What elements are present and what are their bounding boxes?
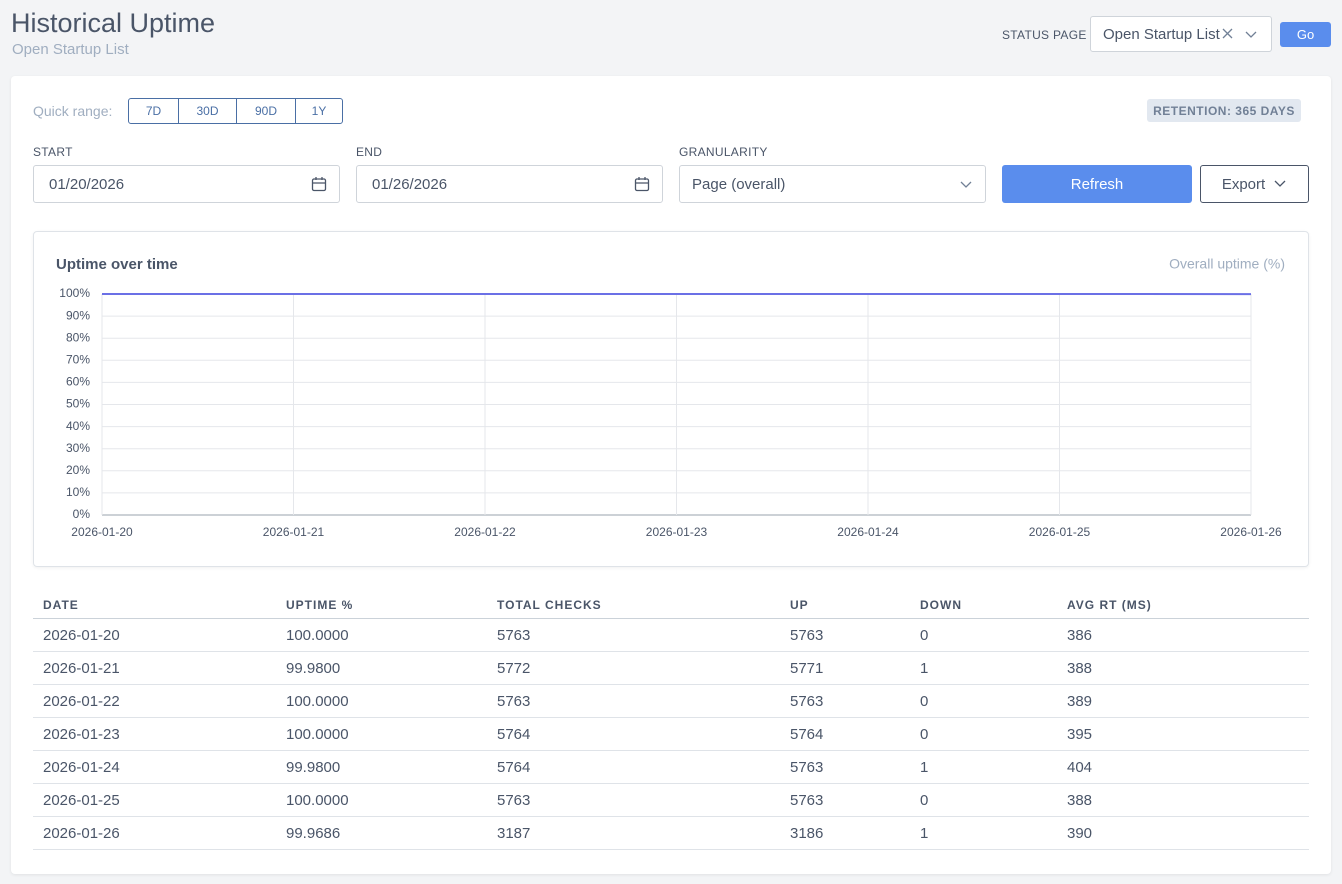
table-cell: 1 xyxy=(920,759,928,776)
table-cell: 99.9800 xyxy=(286,660,340,677)
table-cell: 0 xyxy=(920,726,928,743)
row-rule xyxy=(33,783,1309,784)
column-header: DATE xyxy=(43,598,79,612)
table-cell: 395 xyxy=(1067,726,1092,743)
header-rule xyxy=(33,618,1309,619)
table-cell: 2026-01-26 xyxy=(43,825,120,842)
table-cell: 2026-01-20 xyxy=(43,627,120,644)
chart-title: Uptime over time xyxy=(56,256,178,273)
y-tick-label: 90% xyxy=(66,308,90,322)
table-cell: 5772 xyxy=(497,660,530,677)
table-cell: 2026-01-21 xyxy=(43,660,120,677)
y-tick-label: 100% xyxy=(59,286,90,300)
row-rule xyxy=(33,849,1309,850)
table-cell: 2026-01-24 xyxy=(43,759,120,776)
table-cell: 2026-01-22 xyxy=(43,693,120,710)
table-cell: 2026-01-25 xyxy=(43,792,120,809)
table-cell: 5763 xyxy=(790,693,823,710)
table-cell: 100.0000 xyxy=(286,726,349,743)
column-header: UPTIME % xyxy=(286,598,353,612)
x-tick-label: 2026-01-25 xyxy=(1029,525,1091,539)
x-tick-label: 2026-01-20 xyxy=(71,525,133,539)
y-tick-label: 60% xyxy=(66,375,90,389)
table-cell: 5763 xyxy=(497,693,530,710)
y-tick-label: 70% xyxy=(66,352,90,366)
table-cell: 5763 xyxy=(790,627,823,644)
y-tick-label: 0% xyxy=(73,507,91,521)
table-cell: 5763 xyxy=(497,627,530,644)
table-cell: 100.0000 xyxy=(286,627,349,644)
y-tick-label: 20% xyxy=(66,463,90,477)
y-tick-label: 40% xyxy=(66,419,90,433)
row-rule xyxy=(33,651,1309,652)
table-cell: 5764 xyxy=(790,726,823,743)
table-cell: 5763 xyxy=(790,759,823,776)
table-cell: 5771 xyxy=(790,660,823,677)
x-tick-label: 2026-01-26 xyxy=(1220,525,1282,539)
row-rule xyxy=(33,816,1309,817)
table-cell: 0 xyxy=(920,792,928,809)
x-tick-label: 2026-01-21 xyxy=(263,525,325,539)
table-cell: 99.9800 xyxy=(286,759,340,776)
column-header: UP xyxy=(790,598,809,612)
table-cell: 1 xyxy=(920,825,928,842)
table-cell: 404 xyxy=(1067,759,1092,776)
x-tick-label: 2026-01-24 xyxy=(837,525,899,539)
row-rule xyxy=(33,684,1309,685)
table-cell: 388 xyxy=(1067,792,1092,809)
table-cell: 389 xyxy=(1067,693,1092,710)
table-cell: 1 xyxy=(920,660,928,677)
table-cell: 3187 xyxy=(497,825,530,842)
table-cell: 388 xyxy=(1067,660,1092,677)
table-cell: 390 xyxy=(1067,825,1092,842)
table-cell: 3186 xyxy=(790,825,823,842)
table-cell: 5763 xyxy=(497,792,530,809)
table-cell: 5764 xyxy=(497,726,530,743)
table-cell: 5764 xyxy=(497,759,530,776)
y-tick-label: 10% xyxy=(66,485,90,499)
table-cell: 0 xyxy=(920,693,928,710)
table-cell: 100.0000 xyxy=(286,792,349,809)
legend-entry: Overall uptime (%) xyxy=(1169,256,1285,272)
table-cell: 5763 xyxy=(790,792,823,809)
column-header: TOTAL CHECKS xyxy=(497,598,602,612)
x-tick-label: 2026-01-23 xyxy=(646,525,708,539)
table-cell: 100.0000 xyxy=(286,693,349,710)
column-header: DOWN xyxy=(920,598,962,612)
table-cell: 0 xyxy=(920,627,928,644)
row-rule xyxy=(33,750,1309,751)
table-cell: 386 xyxy=(1067,627,1092,644)
row-rule xyxy=(33,717,1309,718)
y-tick-label: 80% xyxy=(66,330,90,344)
y-tick-label: 30% xyxy=(66,441,90,455)
table-cell: 2026-01-23 xyxy=(43,726,120,743)
x-tick-label: 2026-01-22 xyxy=(454,525,516,539)
table-cell: 99.9686 xyxy=(286,825,340,842)
y-tick-label: 50% xyxy=(66,397,90,411)
column-header: AVG RT (MS) xyxy=(1067,598,1152,612)
